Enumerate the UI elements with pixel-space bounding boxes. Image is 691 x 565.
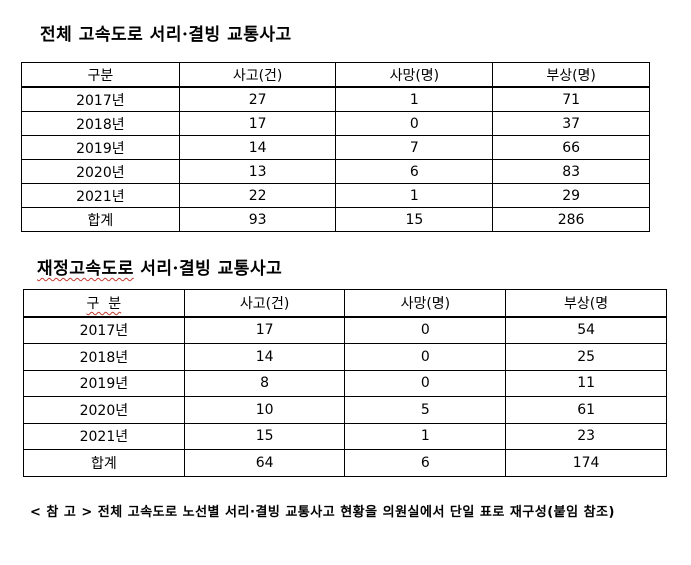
table-row: 2018년 17 0 37: [21, 111, 650, 136]
cell-deaths: 7: [335, 135, 494, 160]
cell-accidents: 8: [183, 369, 346, 397]
reference-note: < 참 고 > 전체 고속도로 노선별 서리·결빙 교통사고 현황을 의원실에서…: [30, 505, 615, 520]
cell-injuries: 25: [505, 343, 667, 371]
cell-year: 2021년: [21, 183, 180, 208]
table-row: 2020년 10 5 61: [23, 396, 667, 424]
cell-injuries: 61: [505, 396, 667, 424]
cell-year: 2018년: [23, 343, 185, 371]
cell-injuries: 37: [492, 111, 650, 136]
cell-deaths: 15: [335, 207, 494, 232]
table2-title-highlight: 재정고속도로: [37, 259, 134, 279]
table-header-row: 구분 사고(건) 사망(명) 부상(명): [21, 62, 650, 88]
cell-injuries: 29: [492, 183, 650, 208]
cell-deaths: 1: [335, 183, 494, 208]
cell-injuries: 66: [492, 135, 650, 160]
cell-injuries: 174: [505, 449, 667, 477]
cell-injuries: 23: [505, 422, 667, 450]
header-injuries: 부상(명: [505, 289, 667, 318]
table-row: 2018년 14 0 25: [23, 343, 667, 371]
cell-accidents: 10: [183, 396, 346, 424]
cell-deaths: 0: [344, 343, 507, 371]
header-category: 구 분: [23, 289, 185, 318]
table-row: 2020년 13 6 83: [21, 159, 650, 184]
table2-title: 재정고속도로 서리·결빙 교통사고: [37, 254, 282, 279]
header-accidents: 사고(건): [183, 289, 346, 318]
table-header-row: 구 분 사고(건) 사망(명) 부상(명: [23, 289, 667, 318]
table1-title: 전체 고속도로 서리·결빙 교통사고: [40, 25, 292, 45]
table-row: 2021년 22 1 29: [21, 183, 650, 208]
cell-deaths: 0: [344, 316, 507, 344]
table-row: 2019년 14 7 66: [21, 135, 650, 160]
cell-year: 2021년: [23, 422, 185, 450]
cell-deaths: 5: [344, 396, 507, 424]
cell-year: 2020년: [21, 159, 180, 184]
cell-year: 2019년: [23, 369, 185, 397]
cell-accidents: 17: [178, 111, 337, 136]
cell-year: 2020년: [23, 396, 185, 424]
cell-injuries: 71: [492, 86, 650, 112]
table2-title-rest: 서리·결빙 교통사고: [133, 259, 283, 279]
cell-deaths: 6: [344, 449, 507, 477]
cell-accidents: 17: [183, 316, 346, 344]
cell-injuries: 286: [492, 207, 650, 232]
table-row: 2017년 27 1 71: [21, 86, 650, 112]
table-total-row: 합계 64 6 174: [23, 449, 667, 477]
header-category-label: 구 분: [86, 295, 122, 312]
cell-accidents: 93: [178, 207, 337, 232]
cell-accidents: 22: [178, 183, 337, 208]
cell-deaths: 1: [335, 86, 494, 112]
cell-accidents: 13: [178, 159, 337, 184]
cell-year: 2017년: [23, 316, 185, 344]
cell-total-label: 합계: [21, 207, 180, 232]
cell-injuries: 54: [505, 316, 667, 344]
cell-accidents: 64: [183, 449, 346, 477]
table-total-highway-accidents: 구분 사고(건) 사망(명) 부상(명) 2017년 27 1 71 2018년…: [21, 62, 650, 232]
cell-accidents: 15: [183, 422, 346, 450]
table-row: 2017년 17 0 54: [23, 316, 667, 344]
header-deaths: 사망(명): [335, 62, 494, 88]
cell-year: 2017년: [21, 86, 180, 112]
header-injuries: 부상(명): [492, 62, 650, 88]
cell-accidents: 27: [178, 86, 337, 112]
cell-deaths: 6: [335, 159, 494, 184]
cell-injuries: 83: [492, 159, 650, 184]
cell-accidents: 14: [178, 135, 337, 160]
cell-injuries: 11: [505, 369, 667, 397]
cell-deaths: 0: [335, 111, 494, 136]
table-row: 2019년 8 0 11: [23, 369, 667, 397]
header-deaths: 사망(명): [344, 289, 507, 318]
table-total-row: 합계 93 15 286: [21, 207, 650, 232]
header-category: 구분: [21, 62, 180, 88]
header-accidents: 사고(건): [178, 62, 337, 88]
table-toll-highway-accidents: 구 분 사고(건) 사망(명) 부상(명 2017년 17 0 54 2018년…: [23, 289, 667, 477]
table-row: 2021년 15 1 23: [23, 422, 667, 450]
cell-deaths: 1: [344, 422, 507, 450]
cell-total-label: 합계: [23, 449, 185, 477]
cell-year: 2019년: [21, 135, 180, 160]
cell-accidents: 14: [183, 343, 346, 371]
cell-year: 2018년: [21, 111, 180, 136]
cell-deaths: 0: [344, 369, 507, 397]
